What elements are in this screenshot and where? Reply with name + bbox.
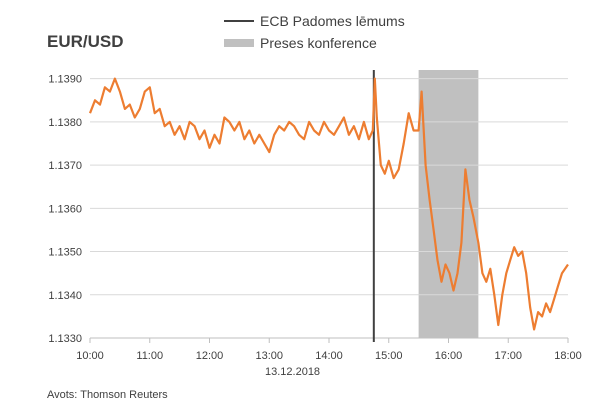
chart-title: EUR/USD (47, 32, 124, 51)
legend-entry-ecb: ECB Padomes lēmums (224, 10, 405, 32)
x-tick-label-3: 13:00 (255, 350, 283, 362)
x-tick-label-7: 17:00 (494, 350, 522, 362)
source-note: Avots: Thomson Reuters (47, 389, 168, 401)
y-tick-label-2: 1.1350 (48, 247, 82, 259)
legend-label-ecb: ECB Padomes lēmums (260, 13, 405, 29)
x-tick-label-4: 14:00 (315, 350, 343, 362)
x-tick-label-2: 12:00 (196, 350, 224, 362)
legend-label-press: Preses konference (260, 35, 377, 51)
x-axis-label: 13.12.2018 (265, 366, 321, 378)
chart-legend: ECB Padomes lēmums Preses konference (224, 10, 405, 54)
x-tick-label-8: 18:00 (554, 350, 582, 362)
y-tick-label-4: 1.1370 (48, 160, 82, 172)
legend-entry-press: Preses konference (224, 32, 405, 54)
y-tick-label-5: 1.1380 (48, 117, 82, 129)
x-tick-label-6: 16:00 (435, 350, 463, 362)
press-conference-band (418, 70, 479, 338)
y-tick-label-6: 1.1390 (48, 74, 82, 86)
x-tick-label-5: 15:00 (375, 350, 403, 362)
x-tick-label-1: 11:00 (136, 350, 163, 362)
series-line-0 (88, 77, 569, 331)
y-tick-label-3: 1.1360 (48, 203, 82, 215)
y-tick-label-0: 1.1330 (48, 333, 82, 345)
legend-line-swatch (224, 20, 254, 22)
x-tick-label-0: 10:00 (76, 350, 104, 362)
y-tick-label-1: 1.1340 (48, 290, 82, 302)
legend-band-swatch (224, 39, 254, 47)
